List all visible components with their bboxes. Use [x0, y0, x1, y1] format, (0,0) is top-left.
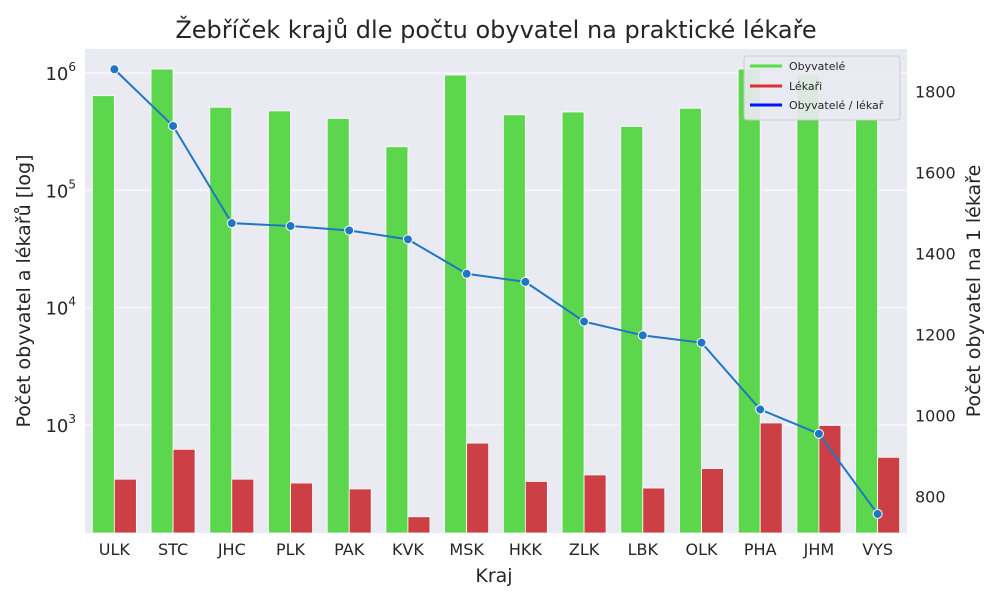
ratio-point — [168, 120, 179, 131]
ratio-point — [872, 508, 883, 519]
bars — [91, 68, 901, 534]
ratio-point — [109, 64, 120, 75]
bar-obyvatele — [326, 117, 350, 534]
ratio-point — [755, 404, 766, 415]
bar-obyvatele — [855, 119, 879, 534]
bar-obyvatele — [150, 68, 174, 534]
y2-tick-label: 1000 — [915, 407, 956, 426]
bar-obyvatele — [620, 126, 644, 534]
plot-area — [85, 49, 907, 533]
bar-obyvatele — [679, 107, 702, 534]
y2-tick-label: 1600 — [915, 164, 956, 183]
bar-obyvatele — [796, 74, 820, 534]
bar-obyvatele — [91, 95, 115, 534]
bar-lekari — [466, 442, 490, 534]
x-tick-label: PAK — [334, 540, 365, 559]
y-tick-label: 105 — [45, 177, 76, 202]
legend-label-lekari: Lékaři — [789, 80, 822, 93]
x-tick-label: JHC — [217, 540, 246, 559]
x-tick-label: LBK — [628, 540, 659, 559]
bar-lekari — [172, 448, 196, 534]
bar-lekari — [524, 481, 548, 534]
bar-lekari — [877, 456, 901, 534]
legend-label-ratio: Obyvatelé / lékař — [789, 99, 884, 112]
x-tick-label: STC — [158, 540, 188, 559]
ratio-point — [344, 225, 355, 236]
bar-lekari — [231, 478, 255, 534]
bar-obyvatele — [737, 68, 761, 534]
legend-label-obyvatele: Obyvatelé — [789, 60, 846, 73]
x-tick-label: PLK — [276, 540, 306, 559]
ratio-point — [637, 330, 648, 341]
legend-frame — [743, 55, 901, 121]
x-tick-label: JHM — [803, 540, 835, 559]
x-tick-label: VYS — [862, 540, 893, 559]
x-tick-label: KVK — [392, 540, 424, 559]
ratio-line-path — [113, 68, 879, 515]
y-tick-label: 103 — [45, 412, 76, 437]
x-tick-label: HKK — [509, 540, 543, 559]
ratio-point — [461, 268, 472, 279]
bar-lekari — [113, 478, 137, 534]
ratio-point — [520, 276, 531, 287]
ratio-line — [109, 64, 883, 519]
y2-tick-label: 1800 — [915, 83, 956, 102]
bar-lekari — [290, 482, 313, 534]
ratio-point — [696, 337, 707, 348]
y-tick-label: 106 — [45, 60, 76, 85]
ratio-point — [226, 218, 237, 229]
bar-lekari — [407, 516, 431, 534]
bar-lekari — [701, 468, 724, 534]
x-tick-label: OLK — [686, 540, 719, 559]
chart-title: Žebříček krajů dle počtu obyvatel na pra… — [175, 15, 816, 44]
x-tick-label: ULK — [99, 540, 131, 559]
ratio-point — [285, 220, 296, 231]
axes: 103 104 105 106 800 1000 1200 1400 1600 1800 ULK ST… — [45, 60, 955, 559]
y2-tick-label: 800 — [915, 488, 946, 507]
ratio-point — [813, 428, 824, 439]
bar-lekari — [642, 487, 666, 534]
x-tick-label: PHA — [744, 540, 777, 559]
x-axis-title: Kraj — [475, 565, 512, 587]
bar-obyvatele — [268, 110, 291, 534]
ratio-point — [579, 316, 590, 327]
bar-lekari — [583, 474, 607, 534]
y2-tick-label: 1400 — [915, 245, 956, 264]
y2-axis-title: Počet obyvatel na 1 lékaře — [963, 165, 985, 418]
bar-obyvatele — [444, 74, 468, 534]
x-tick-label: MSK — [449, 540, 484, 559]
bar-obyvatele — [209, 106, 233, 534]
bar-lekari — [818, 425, 842, 534]
bar-obyvatele — [502, 114, 526, 534]
y-tick-label: 104 — [45, 295, 76, 320]
bar-lekari — [759, 422, 783, 534]
x-tick-label: ZLK — [569, 540, 600, 559]
bar-lekari — [348, 488, 372, 534]
y2-tick-label: 1200 — [915, 326, 956, 345]
y-axis-title: Počet obyvatel a lékařů [log] — [13, 155, 35, 428]
ratio-point — [402, 234, 413, 245]
bar-obyvatele — [385, 146, 409, 534]
legend: Obyvatelé Lékaři Obyvatelé / lékař — [743, 55, 901, 121]
